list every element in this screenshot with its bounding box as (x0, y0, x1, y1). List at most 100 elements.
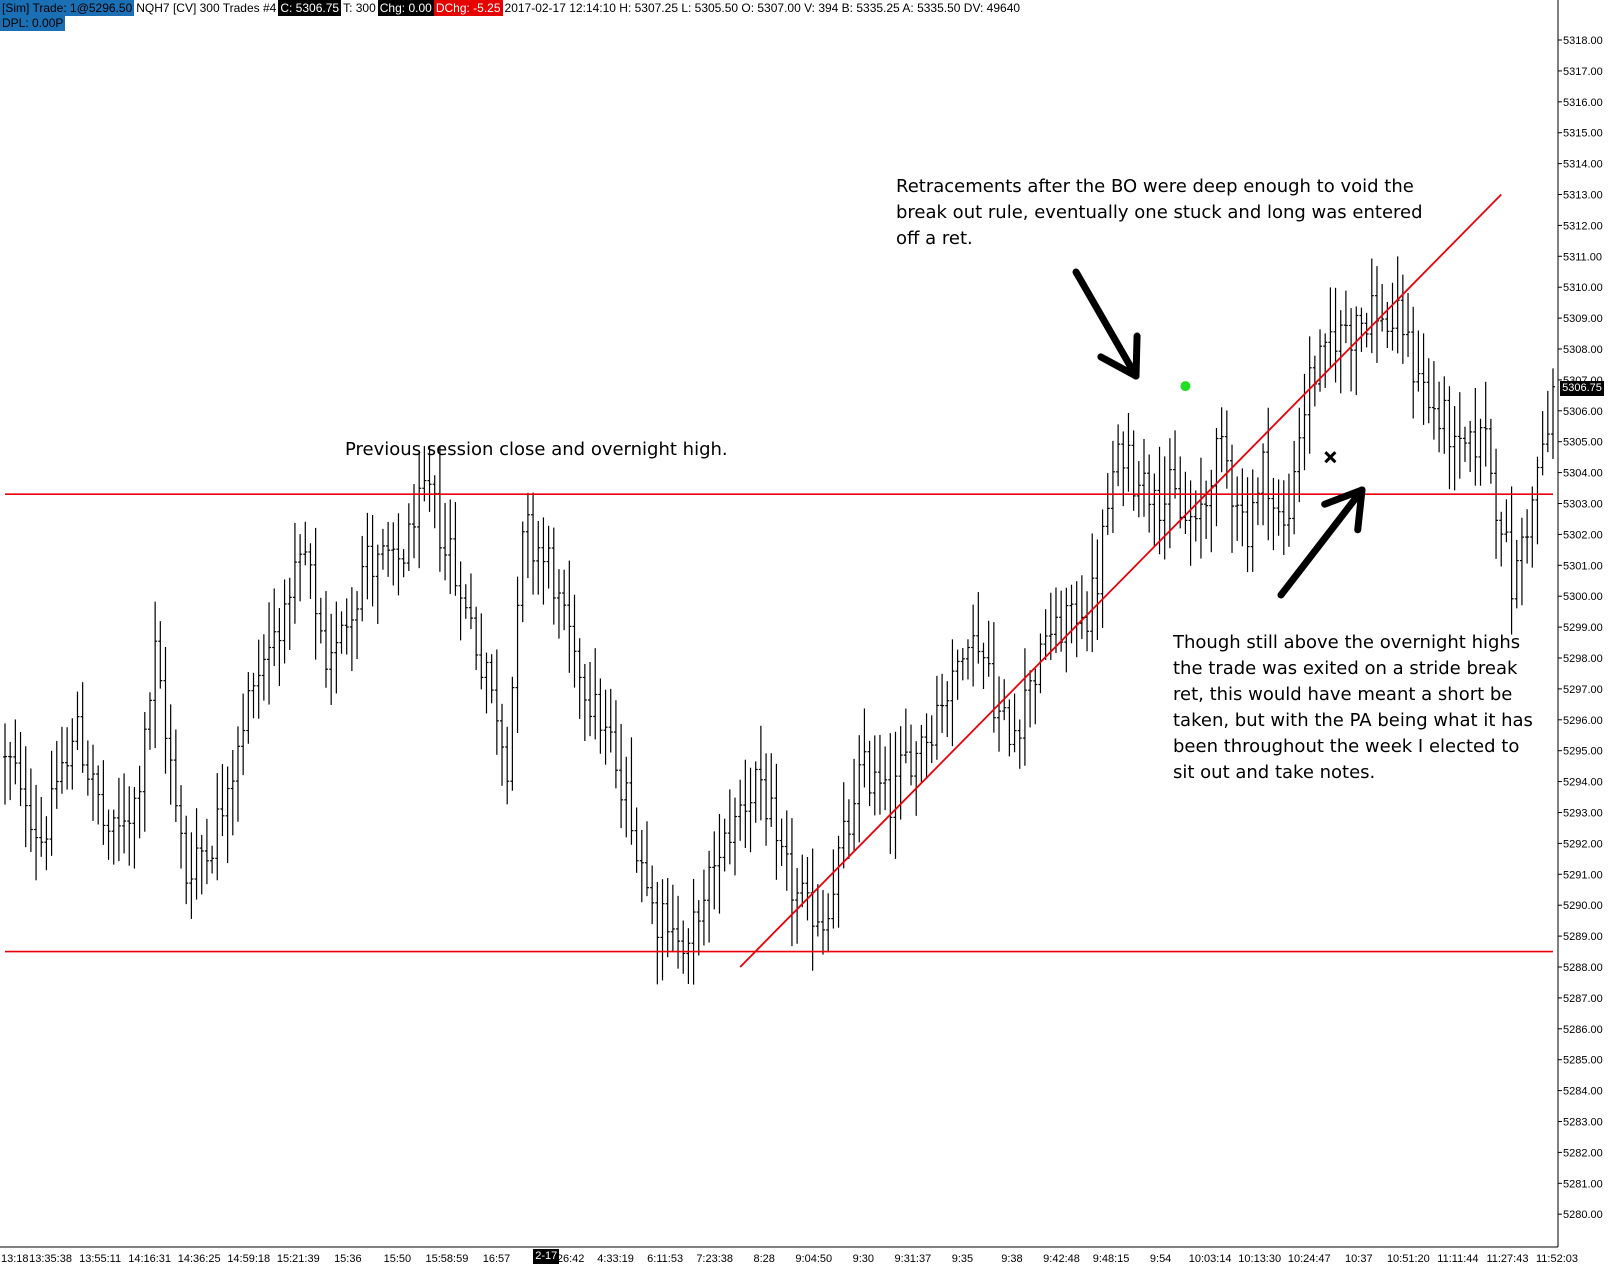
dpl-tag[interactable]: DPL: 0.00P (0, 16, 66, 31)
ohlc-bar (986, 620, 991, 677)
ohlc-bar (463, 584, 468, 619)
ohlc-bar (474, 606, 479, 670)
ohlc-bar (531, 492, 536, 595)
ohlc-bar (914, 741, 919, 816)
sim-trade-tag[interactable]: [Sim] Trade: 1@5296.50 (0, 0, 135, 16)
ohlc-bar (758, 725, 763, 821)
ohlc-bar (349, 587, 354, 672)
ohlc-bar (639, 830, 644, 903)
price-tick-label: 5281.00 (1563, 1178, 1603, 1190)
ohlc-bar (815, 884, 820, 937)
ohlc-bar (313, 527, 318, 660)
ohlc-bar (743, 759, 748, 849)
ohlc-bar (883, 746, 888, 811)
ohlc-bar (1473, 387, 1478, 486)
price-tick-label: 5298.00 (1563, 653, 1603, 665)
ohlc-bar (1504, 499, 1509, 543)
ohlc-bar (753, 761, 758, 823)
ohlc-bar (769, 753, 774, 827)
ohlc-bar (272, 588, 277, 667)
annotation-line: the trade was exited on a stride break (1173, 658, 1518, 679)
ohlc-bar (3, 723, 7, 805)
price-tick-label: 5288.00 (1563, 962, 1603, 974)
annotation-exit: Though still above the overnight highs t… (1173, 630, 1573, 786)
ohlc-bar (220, 764, 225, 837)
ohlc-bar (1261, 443, 1266, 526)
session-date-marker: 2-17 (533, 1249, 560, 1264)
ohlc-bar (800, 854, 805, 908)
price-tick-label: 5282.00 (1563, 1147, 1603, 1159)
time-axis[interactable]: 13:18 13:35:38 13:55:11 14:16:31 14:36:25 14:… (0, 1246, 1578, 1265)
ohlc-bar (365, 512, 370, 600)
price-axis[interactable]: 5318.00 5317.00 5316.00 5315.00 5314.00 5313.… (1557, 0, 1603, 1247)
ohlc-bar (1426, 358, 1431, 424)
time-tick-label: 14:16:31 (128, 1253, 171, 1265)
ohlc-bar (940, 673, 945, 733)
ohlc-bar (593, 648, 598, 740)
ohlc-bar (1152, 473, 1157, 547)
ohlc-bar (391, 522, 396, 586)
ohlc-bar (468, 573, 473, 630)
ohlc-bar (137, 765, 142, 839)
time-tick-label: 6:11:53 (647, 1253, 683, 1265)
price-tick-label: 5316.00 (1563, 97, 1603, 109)
price-tick-label: 5317.00 (1563, 66, 1603, 78)
ohlc-bar (1266, 407, 1271, 541)
ohlc-bar (1245, 477, 1250, 573)
ohlc-bar (406, 503, 411, 571)
ohlc-bar (934, 675, 939, 760)
price-tick-label: 5318.00 (1563, 35, 1603, 47)
ohlc-bar (971, 604, 976, 687)
ohlc-bar (386, 521, 391, 577)
ohlc-bar (1494, 448, 1499, 559)
ohlc-bar (1276, 479, 1281, 536)
ohlc-bar (427, 446, 432, 512)
ohlc-bar (401, 549, 406, 578)
ohlc-bar (1302, 373, 1307, 471)
ohlc-bar (292, 522, 297, 624)
ohlc-bar (1214, 428, 1219, 527)
ohlc-bar (1406, 292, 1411, 357)
ohlc-bar (950, 639, 955, 747)
ohlc-bar (323, 591, 328, 688)
ohlc-bar (417, 451, 422, 569)
ohlc-bar (241, 693, 246, 776)
ohlc-bar (1318, 329, 1323, 392)
time-tick-label: 14:36:25 (178, 1253, 221, 1265)
ohlc-bar (298, 534, 303, 602)
symbol-label: NQH7 [CV] 300 Trades #4 (136, 1, 277, 15)
ohlc-bar (267, 602, 272, 705)
ohlc-bar (955, 649, 960, 700)
ohlc-bar (1369, 258, 1374, 354)
annotation-overnight-high: Previous session close and overnight hig… (345, 439, 728, 460)
ohlc-bar (1240, 468, 1245, 547)
last-price-tag: 5306.75 (1560, 381, 1604, 396)
annotation-line: taken, but with the PA being what it has (1173, 710, 1533, 731)
ohlc-bar (1551, 368, 1555, 460)
ohlc-bar (582, 663, 587, 742)
ohlc-bar (246, 672, 251, 744)
ohlc-bar (1110, 440, 1115, 534)
annotation-line: sit out and take notes. (1173, 762, 1376, 783)
ohlc-bar (18, 732, 23, 807)
ohlc-bar (1126, 413, 1131, 492)
ohlc-bar (1307, 336, 1312, 454)
ohlc-bar (712, 831, 717, 910)
ohlc-bar (261, 634, 266, 701)
ohlc-bar (344, 598, 349, 655)
ohlc-bar (784, 810, 789, 891)
ohlc-bar (370, 514, 375, 607)
ohlc-bar (106, 809, 111, 860)
chart-lines[interactable] (5, 193, 1553, 968)
ohlc-bar (1183, 471, 1188, 534)
ohlc-bar (308, 543, 313, 599)
ohlc-bar (619, 723, 624, 829)
ohlc-bar (1116, 424, 1121, 487)
ohlc-bar (1535, 456, 1540, 545)
annotation-line: break out rule, eventually one stuck and… (896, 202, 1423, 223)
ohlc-bar (44, 816, 49, 871)
arrow-head (1097, 353, 1140, 380)
price-tick-label: 5315.00 (1563, 128, 1603, 140)
time-tick-label: 10:37 (1345, 1253, 1373, 1265)
